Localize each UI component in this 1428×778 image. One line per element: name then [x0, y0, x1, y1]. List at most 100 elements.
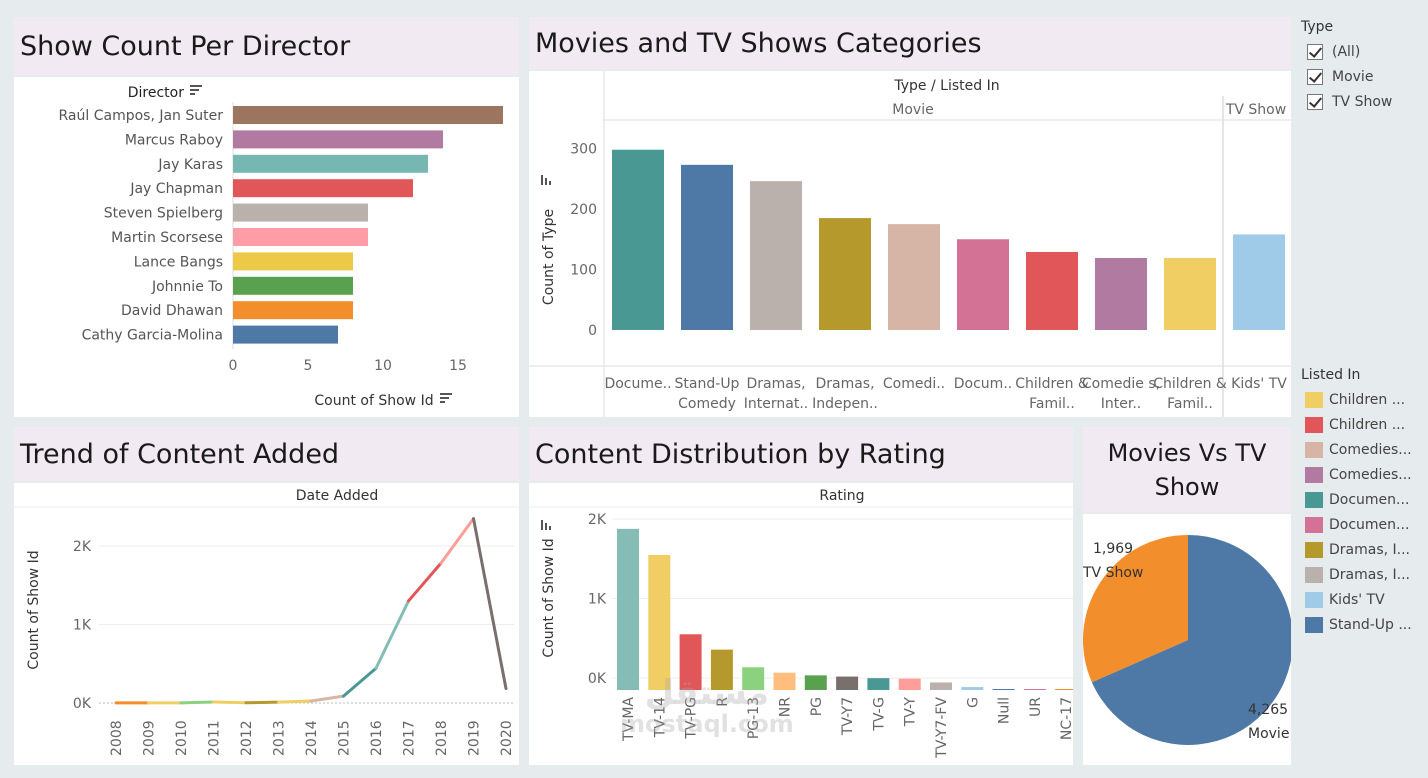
y-axis-title: Count of Show Id [26, 550, 42, 669]
director-bar[interactable] [233, 154, 428, 173]
category-bar[interactable] [612, 149, 664, 330]
checkbox-checked-icon[interactable] [1307, 68, 1323, 85]
categories-chart: Type / Listed In Movie TV Show Count of Typ… [529, 71, 1291, 417]
category-bar[interactable] [750, 181, 802, 330]
checkbox-checked-icon[interactable] [1307, 43, 1323, 60]
trend-line-segment[interactable] [309, 694, 345, 703]
legend-item[interactable]: Comedies... [1301, 437, 1426, 462]
legend-label: Children ... [1329, 391, 1406, 408]
rating-bar[interactable] [804, 675, 827, 690]
pie-slice-tv-show[interactable] [1083, 535, 1188, 683]
y-tick-label: 100 [570, 263, 597, 279]
director-bar[interactable] [233, 228, 368, 246]
rating-sort-icon-l2 [545, 523, 547, 530]
rating-bar[interactable] [773, 672, 796, 690]
y-axis-title: Count of Show Id [541, 538, 557, 657]
legend-item[interactable]: Documen... [1301, 512, 1426, 537]
y-tick-label: 1K [73, 618, 92, 634]
legend-label: Children ... [1329, 416, 1406, 433]
trend-line-segment[interactable] [342, 666, 378, 698]
x-tick-label: 15 [449, 358, 467, 374]
x-tick-label: NR [778, 697, 794, 717]
director-bar[interactable] [233, 130, 443, 149]
y-axis-title: Director [128, 85, 184, 101]
rating-bar[interactable] [961, 687, 984, 690]
count-sort-icon[interactable] [440, 393, 452, 403]
rating-bar[interactable] [836, 676, 859, 690]
category-label: Inter.. [1101, 396, 1141, 412]
rating-bar[interactable] [617, 528, 639, 690]
x-tick-label: 2018 [434, 720, 450, 756]
director-bar[interactable] [233, 301, 353, 320]
filter-option[interactable]: TV Show [1301, 89, 1426, 114]
movie-value-label: 4,265 [1248, 702, 1288, 718]
rating-bar[interactable] [742, 667, 765, 690]
director-bar[interactable] [233, 203, 368, 222]
filter-option[interactable]: Movie [1301, 64, 1426, 89]
trend-line-segment[interactable] [407, 561, 443, 603]
legend-item[interactable]: Stand-Up ... [1301, 612, 1426, 637]
category-bar[interactable] [1026, 251, 1078, 330]
trend-line-segment[interactable] [244, 700, 280, 705]
category-label: Dramas, [746, 376, 805, 392]
checkbox-checked-icon[interactable] [1307, 93, 1323, 110]
rating-sort-icon[interactable] [541, 520, 551, 530]
x-tick-label: PG [809, 697, 825, 716]
movie-name-label: Movie [1248, 726, 1289, 742]
legend-swatch [1305, 591, 1323, 608]
legend-item[interactable]: Children ... [1301, 412, 1426, 437]
category-label: Children & [1015, 376, 1089, 392]
legend-item[interactable]: Dramas, I... [1301, 562, 1426, 587]
rating-bar[interactable] [930, 682, 952, 690]
legend-label: Dramas, I... [1329, 566, 1411, 583]
legend-item[interactable]: Kids' TV [1301, 587, 1426, 612]
director-bar[interactable] [233, 106, 503, 124]
rating-bar[interactable] [648, 555, 671, 690]
rating-bar[interactable] [1055, 689, 1073, 690]
director-bar[interactable] [233, 276, 353, 295]
trend-line-segment[interactable] [179, 700, 215, 705]
directors-title: Show Count Per Director [14, 17, 519, 75]
category-bar[interactable] [957, 239, 1009, 330]
director-sort-icon[interactable] [190, 85, 202, 95]
category-bar[interactable] [1233, 234, 1285, 330]
trend-title: Trend of Content Added [14, 427, 519, 481]
category-bar[interactable] [819, 218, 871, 330]
trend-line-segment[interactable] [439, 517, 475, 565]
category-bar[interactable] [888, 224, 940, 330]
x-tick-label: 2012 [239, 720, 255, 756]
x-tick-label: R [715, 697, 731, 707]
x-tick-label: TV-Y [903, 697, 919, 728]
trend-line-segment[interactable] [374, 599, 410, 670]
trend-line-segment[interactable] [277, 699, 313, 704]
category-bar[interactable] [1164, 258, 1216, 330]
type-sort-icon[interactable] [541, 175, 551, 185]
director-bar[interactable] [233, 179, 413, 198]
legend-item[interactable]: Dramas, I... [1301, 537, 1426, 562]
x-tick-label: 0 [229, 358, 238, 374]
rating-bar[interactable] [867, 678, 890, 690]
x-tick-label: 2015 [337, 720, 353, 756]
category-label: Children & [1153, 376, 1227, 392]
category-bar[interactable] [1095, 258, 1147, 330]
rating-bar[interactable] [710, 649, 733, 690]
trend-line-segment[interactable] [212, 700, 248, 705]
category-bar[interactable] [681, 164, 733, 330]
rating-title: Content Distribution by Rating [529, 427, 1073, 481]
rating-bar[interactable] [992, 689, 1015, 690]
rating-bar[interactable] [1023, 689, 1046, 690]
listed-in-legend: Listed In Children ... Children ... Comedi… [1301, 367, 1426, 637]
rating-bar[interactable] [898, 678, 921, 690]
trend-line-segment[interactable] [472, 517, 508, 691]
filter-option[interactable]: (All) [1301, 39, 1426, 64]
legend-swatch [1305, 616, 1323, 633]
legend-item[interactable]: Children ... [1301, 387, 1426, 412]
legend-item[interactable]: Comedies... [1301, 462, 1426, 487]
director-bar[interactable] [233, 252, 353, 271]
legend-item[interactable]: Documen... [1301, 487, 1426, 512]
director-bar[interactable] [233, 325, 338, 344]
y-tick-label: 2K [588, 512, 607, 528]
pie-slice-movie[interactable] [1091, 535, 1291, 745]
rating-chart: Rating Count of Show Id 0K 1K 2K TV-MA TV-14 TV… [529, 488, 1073, 759]
rating-bar[interactable] [679, 634, 702, 690]
